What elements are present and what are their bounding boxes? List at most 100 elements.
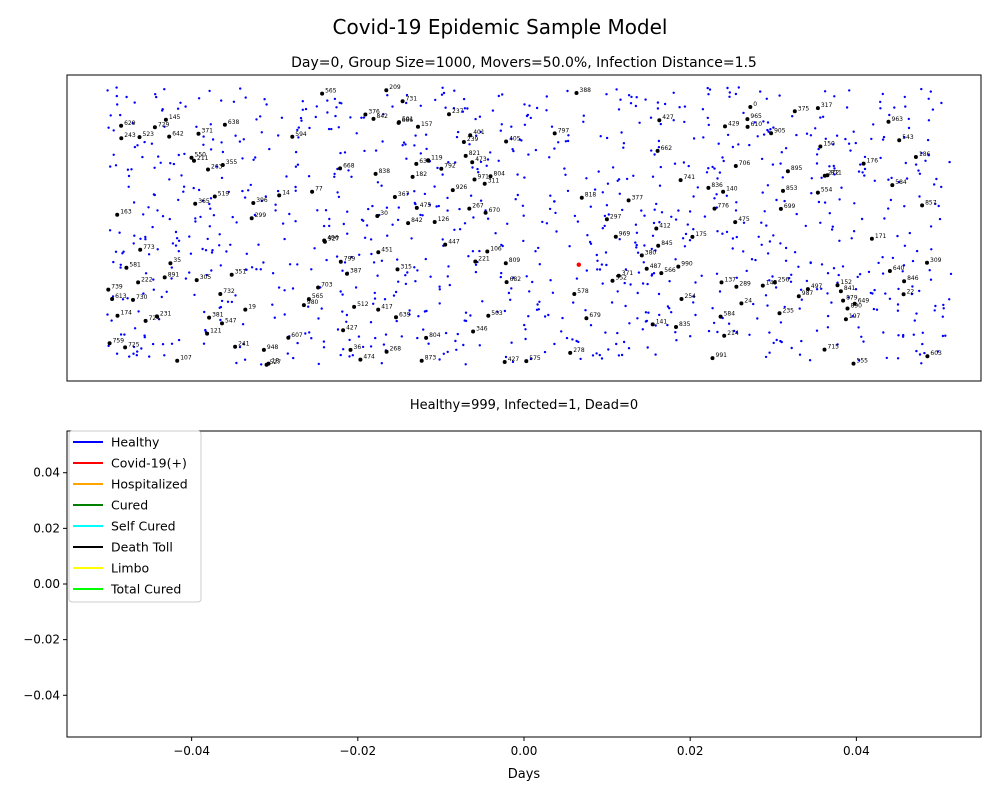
healthy-point: [209, 207, 212, 210]
healthy-point: [404, 282, 408, 286]
healthy-point: [684, 232, 688, 236]
labeled-point: [838, 289, 843, 294]
healthy-point: [291, 287, 295, 290]
point-id-label: 581: [129, 262, 141, 269]
healthy-point: [435, 205, 438, 208]
healthy-point: [463, 107, 467, 110]
healthy-point: [446, 350, 449, 354]
point-id-label: 176: [867, 158, 879, 165]
healthy-point: [512, 276, 515, 279]
point-id-label: 157: [421, 121, 433, 128]
scatter-title: Day=0, Group Size=1000, Movers=50.0%, In…: [291, 55, 757, 71]
point-id-label: 175: [695, 231, 707, 238]
healthy-point: [707, 93, 710, 96]
healthy-point: [857, 170, 861, 173]
point-id-label: 309: [930, 257, 942, 264]
point-id-label: 649: [858, 298, 870, 305]
healthy-point: [529, 357, 533, 361]
healthy-point: [798, 307, 801, 310]
healthy-point: [907, 126, 911, 130]
healthy-point: [524, 328, 527, 331]
healthy-point: [294, 165, 298, 168]
healthy-point: [553, 147, 556, 150]
point-id-label: 773: [143, 244, 155, 251]
healthy-point: [184, 105, 187, 108]
healthy-point: [333, 97, 337, 101]
healthy-point: [828, 165, 831, 168]
healthy-point: [497, 159, 500, 162]
healthy-point: [823, 201, 827, 204]
point-id-label: 387: [350, 268, 362, 275]
healthy-point: [775, 198, 778, 202]
labeled-point: [639, 253, 644, 258]
healthy-point: [789, 280, 793, 283]
healthy-point: [735, 276, 738, 279]
labeled-point: [384, 88, 389, 93]
healthy-point: [649, 116, 653, 119]
healthy-point: [531, 280, 534, 284]
labeled-point: [835, 283, 840, 288]
healthy-point: [918, 353, 922, 356]
point-id-label: 633: [419, 158, 431, 165]
labeled-point: [890, 183, 895, 188]
labeled-point: [472, 177, 477, 182]
healthy-point: [455, 348, 458, 351]
healthy-point: [346, 232, 349, 235]
healthy-point: [458, 228, 462, 231]
healthy-point: [766, 252, 770, 255]
healthy-point: [516, 193, 519, 197]
healthy-point: [548, 156, 551, 159]
healthy-point: [927, 97, 930, 101]
healthy-point: [527, 153, 530, 156]
healthy-point: [817, 147, 820, 151]
labeled-point: [733, 220, 738, 225]
healthy-point: [712, 321, 716, 325]
legend-entry: Healthy: [73, 435, 160, 450]
point-id-label: 371: [202, 128, 214, 135]
y-tick-label: −0.02: [23, 633, 60, 647]
healthy-point: [596, 268, 599, 271]
healthy-point: [308, 126, 311, 130]
labeled-point: [243, 307, 248, 312]
healthy-point: [550, 125, 554, 128]
point-id-label: 730: [136, 294, 148, 301]
healthy-point: [147, 206, 150, 209]
healthy-point: [456, 332, 459, 336]
labeled-point: [220, 321, 224, 326]
labeled-point: [450, 188, 455, 193]
healthy-point: [870, 137, 873, 141]
healthy-point: [151, 342, 155, 346]
healthy-point: [235, 361, 238, 365]
healthy-point: [879, 100, 882, 104]
point-id-label: 376: [368, 109, 380, 116]
healthy-point: [243, 358, 247, 361]
point-id-label: 739: [111, 284, 123, 291]
point-id-label: 106: [490, 246, 502, 253]
healthy-point: [322, 224, 326, 228]
healthy-point: [734, 209, 738, 212]
healthy-point: [446, 275, 449, 278]
point-id-label: 523: [143, 131, 155, 138]
healthy-point: [547, 313, 550, 317]
healthy-point: [528, 290, 531, 293]
point-id-label: 699: [784, 203, 796, 210]
point-id-label: 670: [489, 207, 501, 214]
healthy-point: [245, 268, 248, 271]
healthy-point: [336, 191, 339, 194]
healthy-point: [607, 213, 610, 216]
healthy-point: [828, 212, 831, 215]
healthy-point: [499, 275, 502, 279]
healthy-point: [119, 113, 122, 117]
healthy-point: [381, 140, 384, 143]
healthy-point: [881, 272, 885, 275]
healthy-point: [621, 208, 624, 212]
point-id-label: 473: [475, 156, 487, 163]
healthy-point: [156, 209, 159, 212]
healthy-point: [127, 185, 130, 188]
healthy-point: [700, 274, 703, 277]
healthy-point: [702, 136, 705, 139]
healthy-point: [731, 237, 735, 240]
healthy-point: [277, 134, 280, 137]
healthy-point: [622, 340, 626, 344]
